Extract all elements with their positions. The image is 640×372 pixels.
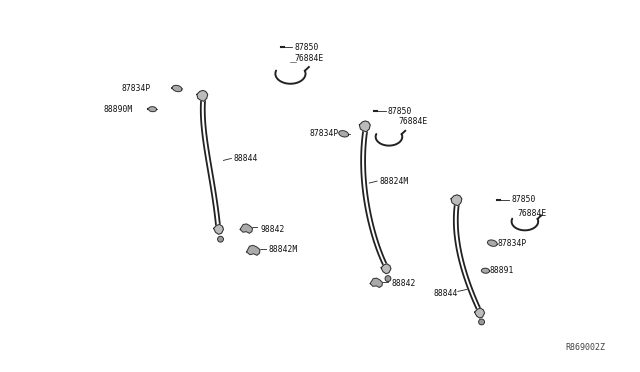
Text: 87834P: 87834P: [497, 238, 527, 248]
Text: 76884E: 76884E: [399, 118, 428, 126]
Polygon shape: [481, 268, 490, 273]
Polygon shape: [488, 240, 497, 246]
Polygon shape: [339, 131, 348, 137]
Polygon shape: [451, 195, 462, 206]
Polygon shape: [172, 85, 182, 92]
Polygon shape: [360, 121, 370, 132]
Text: 76884E: 76884E: [517, 209, 547, 218]
Circle shape: [385, 276, 391, 282]
Text: 88844: 88844: [234, 154, 258, 163]
Polygon shape: [475, 308, 484, 318]
Text: 87850: 87850: [511, 195, 536, 204]
Polygon shape: [381, 264, 391, 274]
Text: 88842M: 88842M: [269, 244, 298, 254]
Text: 87850: 87850: [388, 107, 412, 116]
Circle shape: [218, 236, 223, 242]
Text: 88890M: 88890M: [103, 105, 132, 114]
Polygon shape: [148, 107, 156, 112]
Text: 88842: 88842: [392, 279, 416, 288]
Polygon shape: [197, 90, 208, 101]
Circle shape: [479, 319, 484, 325]
Text: 88891: 88891: [490, 266, 514, 275]
Polygon shape: [370, 278, 383, 288]
Text: 88824M: 88824M: [379, 177, 408, 186]
Text: 87850: 87850: [294, 43, 319, 52]
Text: 87834P: 87834P: [121, 84, 150, 93]
Text: 76884E: 76884E: [294, 54, 324, 64]
Text: 87834P: 87834P: [309, 129, 339, 138]
Text: 98842: 98842: [261, 225, 285, 234]
Polygon shape: [214, 224, 223, 234]
Text: R869002Z: R869002Z: [566, 343, 605, 353]
Polygon shape: [240, 224, 252, 233]
Polygon shape: [246, 246, 260, 255]
Text: 88844: 88844: [433, 289, 458, 298]
